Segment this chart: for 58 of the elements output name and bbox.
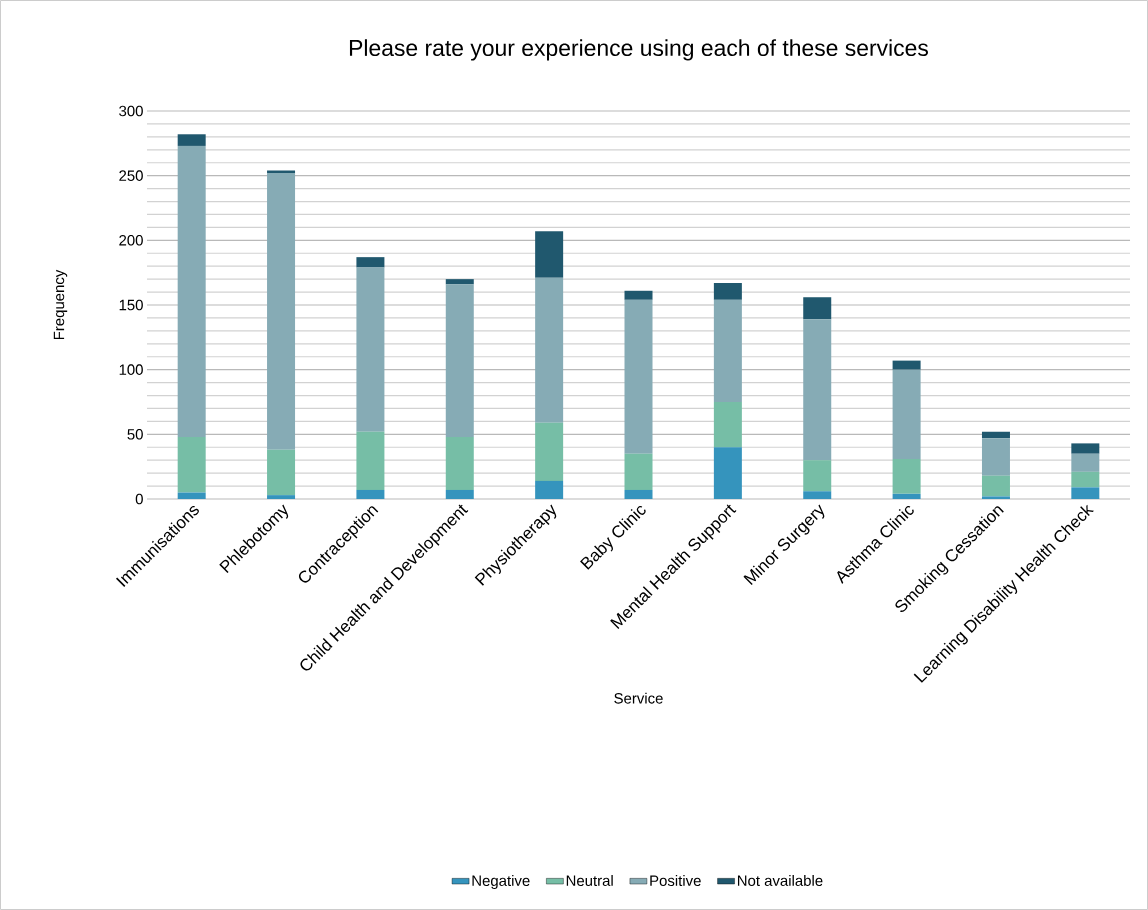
- bar: [624, 290, 653, 300]
- y-tick-label: 50: [127, 429, 143, 440]
- bar: [624, 489, 653, 499]
- bar: [803, 460, 832, 492]
- bar: [356, 489, 385, 499]
- bar: [981, 438, 1010, 476]
- bar: [356, 267, 385, 432]
- bar: [892, 360, 921, 370]
- bar: [1071, 487, 1100, 499]
- bar: [713, 299, 742, 402]
- bar: [1071, 453, 1100, 472]
- bar: [177, 492, 206, 499]
- bar: [177, 145, 206, 437]
- x-axis-title: Service: [614, 692, 663, 704]
- bar: [535, 422, 564, 481]
- bar: [624, 453, 653, 490]
- bar: [267, 495, 296, 499]
- legend-label: Neutral: [566, 875, 613, 886]
- bar: [535, 231, 564, 278]
- bar: [713, 283, 742, 300]
- bar: [267, 170, 296, 174]
- y-tick-label: 300: [119, 105, 143, 117]
- bar: [1071, 443, 1100, 454]
- y-axis-title: Frequency: [53, 269, 68, 340]
- bar: [892, 493, 921, 499]
- bar: [624, 299, 653, 454]
- y-tick-label: 200: [119, 235, 143, 246]
- bar: [267, 449, 296, 496]
- y-tick-label: 150: [119, 299, 143, 311]
- bar: [981, 431, 1010, 439]
- bar: [803, 491, 832, 499]
- bar: [445, 489, 474, 499]
- legend-label: Not available: [737, 875, 823, 886]
- bar: [803, 297, 832, 320]
- bar: [892, 369, 921, 459]
- bar: [445, 436, 474, 490]
- legend-label: Negative: [472, 875, 530, 889]
- bar: [1071, 471, 1100, 488]
- legend-label: Positive: [650, 875, 701, 886]
- bar: [981, 496, 1010, 499]
- bar: [177, 436, 206, 493]
- y-tick-label: 0: [135, 493, 143, 505]
- bar: [803, 319, 832, 461]
- y-tick-label: 100: [119, 364, 143, 375]
- bar: [892, 458, 921, 494]
- y-tick-label: 250: [119, 170, 143, 181]
- bar: [445, 279, 474, 285]
- bar: [356, 257, 385, 268]
- bar: [981, 475, 1010, 497]
- bar: [445, 284, 474, 437]
- bar: [713, 447, 742, 499]
- bar: [267, 173, 296, 450]
- bar: [177, 134, 206, 146]
- chart-title: Please rate your experience using each of these services: [349, 39, 928, 61]
- bar: [535, 480, 564, 499]
- bar: [713, 402, 742, 448]
- bar: [535, 277, 564, 423]
- bar: [356, 431, 385, 490]
